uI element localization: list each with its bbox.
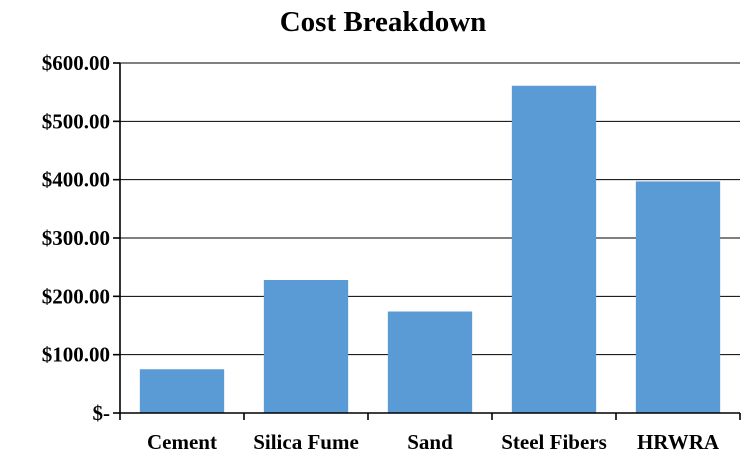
y-tick-label: $500.00 <box>42 109 110 133</box>
y-tick-label: $400.00 <box>42 168 110 192</box>
bar-cement <box>139 369 225 413</box>
y-axis-ticks: $- $100.00 $200.00 $300.00 $400.00 $500.00 $60… <box>42 51 120 425</box>
bar-silica-fume <box>263 280 349 413</box>
x-tick-label: Cement <box>147 430 217 454</box>
y-tick-label: $300.00 <box>42 226 110 250</box>
bar-hrwra <box>635 181 721 413</box>
x-tick-label: HRWRA <box>637 430 720 454</box>
x-tick-label: Silica Fume <box>253 430 359 454</box>
x-tick-label: Sand <box>407 430 453 454</box>
bars <box>139 85 721 413</box>
y-tick-label: $600.00 <box>42 51 110 75</box>
x-axis-ticks: Cement Silica Fume Sand Steel Fibers HRWRA <box>119 413 741 454</box>
y-tick-label: $- <box>93 401 111 425</box>
x-tick-label: Steel Fibers <box>501 430 607 454</box>
y-tick-label: $200.00 <box>42 284 110 308</box>
bar-steel-fibers <box>511 85 597 413</box>
y-tick-label: $100.00 <box>42 343 110 367</box>
bar-sand <box>387 311 473 413</box>
chart-title: Cost Breakdown <box>280 6 487 38</box>
